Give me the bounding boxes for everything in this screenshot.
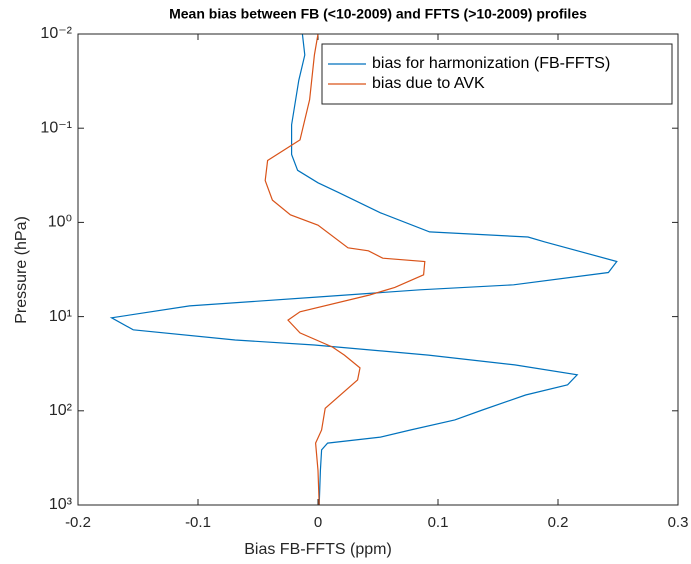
y-tick-label: 10⁰ [48,214,72,231]
data-line [109,33,618,506]
y-tick-label: 10² [49,402,73,419]
y-tick-label: 10⁻² [40,25,72,42]
y-tick-label: 10¹ [49,308,72,325]
x-tick-label: -0.2 [65,514,91,531]
legend-box [321,43,673,105]
x-tick-label: 0 [314,514,322,531]
x-tick-label: 0.1 [428,514,449,531]
plot-frame [77,33,679,506]
y-axis-label: Pressure (hPa) [13,216,30,324]
x-axis-label: Bias FB-FFTS (ppm) [244,541,392,558]
legend-label: bias due to AVK [372,75,485,92]
x-tick-label: 0.3 [668,514,689,531]
chart-title: Mean bias between FB (<10-2009) and FFTS… [169,6,587,22]
x-tick-label: -0.1 [185,514,211,531]
y-tick-label: 10⁻¹ [40,119,72,136]
plot-area [78,34,678,505]
x-tick-label: 0.2 [548,514,569,531]
data-line [264,33,426,506]
y-tick-label: 10³ [49,496,73,513]
legend-label: bias for harmonization (FB-FFTS) [372,55,610,72]
